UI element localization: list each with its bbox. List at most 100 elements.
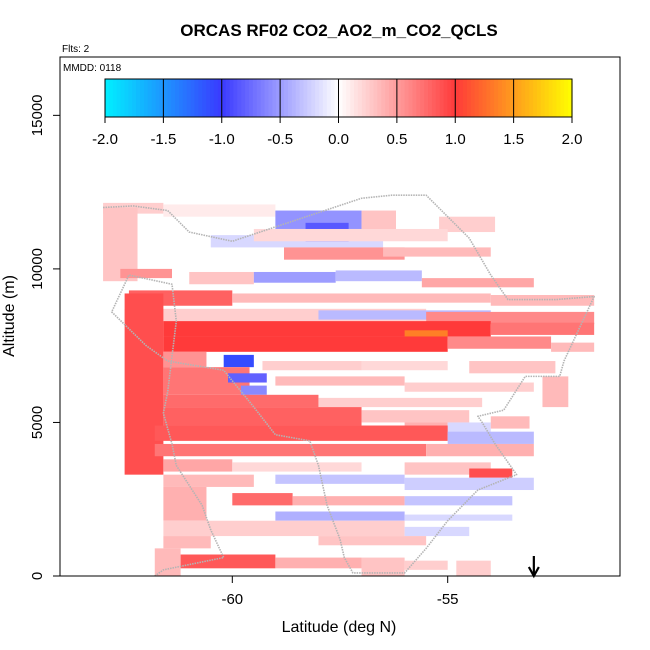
plot-frame	[59, 56, 621, 577]
colorbar-swatch	[225, 79, 231, 117]
colorbar-swatch	[505, 79, 511, 117]
heatmap-cell	[163, 394, 319, 408]
colorbar-swatch	[143, 79, 149, 117]
colorbar-swatch	[338, 79, 343, 117]
heatmap-cell	[318, 310, 491, 320]
colorbar-tick-label: -2.0	[92, 131, 118, 148]
colorbar-swatch	[245, 79, 250, 117]
colorbar-swatch	[128, 79, 133, 117]
colorbar-tick-label: -1.5	[150, 131, 176, 148]
colorbar-swatch	[439, 79, 445, 117]
colorbar-swatch	[490, 79, 495, 117]
heatmap-cells	[103, 202, 595, 576]
colorbar-swatch	[295, 79, 301, 117]
colorbar-swatch	[155, 79, 161, 117]
colorbar-swatch	[369, 79, 375, 117]
y-tick-label: 0	[29, 572, 46, 580]
heatmap-cell	[469, 361, 556, 374]
colorbar-swatch	[529, 79, 534, 117]
colorbar-swatch	[171, 79, 176, 117]
colorbar-swatch	[424, 79, 429, 117]
colorbar-swatch	[482, 79, 487, 117]
x-tick-label: -60	[221, 591, 243, 608]
colorbar-swatch	[217, 79, 223, 117]
colorbar-swatch	[552, 79, 558, 117]
colorbar-swatch	[132, 79, 137, 117]
chart-subtitle: Flts: 2	[62, 44, 90, 55]
colorbar-swatch	[435, 79, 441, 117]
heatmap-cell	[163, 536, 211, 549]
colorbar-swatch	[178, 79, 184, 117]
colorbar-swatch	[190, 79, 196, 117]
heatmap-cell	[551, 342, 595, 352]
colorbar-swatch	[416, 79, 421, 117]
heatmap-cell	[404, 477, 534, 491]
heatmap-cell	[189, 271, 254, 285]
heatmap-cell	[284, 247, 405, 260]
colorbar-swatch	[377, 79, 382, 117]
colorbar-swatch	[186, 79, 192, 117]
colorbar-swatch	[159, 79, 164, 117]
heatmap-cell	[426, 443, 534, 457]
colorbar-swatch	[392, 79, 398, 117]
colorbar-swatch	[198, 79, 203, 117]
colorbar-swatch	[470, 79, 476, 117]
heatmap-cell	[292, 496, 405, 506]
colorbar-swatch	[540, 79, 546, 117]
heatmap-cell	[318, 536, 427, 546]
colorbar-swatch	[112, 79, 118, 117]
colorbar-swatch	[408, 79, 414, 117]
colorbar-swatch	[494, 79, 499, 117]
colorbar-swatch	[256, 79, 262, 117]
colorbar-swatch	[210, 79, 215, 117]
heatmap-cell	[335, 270, 422, 282]
heatmap-cell	[361, 361, 448, 371]
flight-track	[103, 194, 595, 577]
colorbar-swatch	[241, 79, 246, 117]
heatmap-cell	[439, 216, 496, 233]
heatmap-cell	[447, 336, 552, 349]
heatmap-cell	[456, 560, 491, 576]
colorbar-swatch	[229, 79, 235, 117]
y-axis-label: Altitude (m)	[1, 275, 18, 357]
colorbar-swatch	[105, 79, 110, 117]
colorbar-swatch	[287, 79, 293, 117]
x-tick-label: -55	[437, 591, 459, 608]
heatmap-cell	[154, 443, 427, 457]
colorbar-swatch	[291, 79, 297, 117]
colorbar-tick-label: 2.0	[562, 131, 583, 148]
colorbar-swatch	[560, 79, 565, 117]
colorbar-swatch	[517, 79, 523, 117]
colorbar-swatch	[280, 79, 285, 117]
heatmap-cell	[404, 382, 534, 392]
colorbar-swatch	[264, 79, 270, 117]
flight-track-line	[103, 194, 595, 577]
colorbar-swatch	[116, 79, 122, 117]
heatmap-cell	[154, 425, 448, 441]
colorbar-swatch	[167, 79, 172, 117]
y-tick-label: 15000	[29, 94, 46, 136]
chart-title: ORCAS RF02 CO2_AO2_m_CO2_QCLS	[180, 21, 497, 40]
colorbar-tick-label: 1.5	[503, 131, 524, 148]
colorbar-swatch	[248, 79, 254, 117]
colorbar-swatch	[120, 79, 126, 117]
colorbar-swatch	[276, 79, 281, 117]
colorbar-swatch	[478, 79, 484, 117]
colorbar-swatch	[319, 79, 324, 117]
colorbar-swatch	[307, 79, 312, 117]
colorbar-swatch	[443, 79, 449, 117]
colorbar-swatch	[536, 79, 542, 117]
colorbar-swatch	[501, 79, 507, 117]
colorbar-swatch	[361, 79, 367, 117]
colorbar-swatch	[357, 79, 363, 117]
heatmap-cell	[361, 557, 405, 576]
colorbar-swatch	[455, 79, 460, 117]
colorbar-swatch	[365, 79, 371, 117]
colorbar-swatch	[151, 79, 157, 117]
heatmap-cell	[318, 397, 483, 408]
colorbar-swatch	[334, 79, 340, 117]
colorbar-swatch	[303, 79, 308, 117]
heatmap-cell	[163, 351, 207, 368]
heatmap-cell	[404, 526, 470, 537]
colorbar-swatch	[268, 79, 273, 117]
